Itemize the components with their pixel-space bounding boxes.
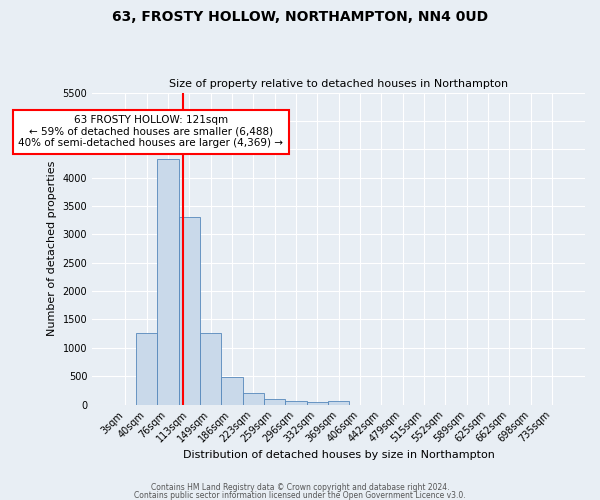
Bar: [328, 400, 349, 404]
Bar: [200, 332, 221, 404]
Y-axis label: Number of detached properties: Number of detached properties: [47, 161, 57, 336]
Bar: [307, 402, 328, 404]
Text: 63 FROSTY HOLLOW: 121sqm
← 59% of detached houses are smaller (6,488)
40% of sem: 63 FROSTY HOLLOW: 121sqm ← 59% of detach…: [19, 115, 283, 148]
Bar: [157, 159, 179, 404]
Bar: [285, 400, 307, 404]
Bar: [242, 392, 264, 404]
Text: Contains HM Land Registry data © Crown copyright and database right 2024.: Contains HM Land Registry data © Crown c…: [151, 484, 449, 492]
Bar: [179, 218, 200, 404]
Title: Size of property relative to detached houses in Northampton: Size of property relative to detached ho…: [169, 79, 508, 89]
Text: 63, FROSTY HOLLOW, NORTHAMPTON, NN4 0UD: 63, FROSTY HOLLOW, NORTHAMPTON, NN4 0UD: [112, 10, 488, 24]
Bar: [136, 332, 157, 404]
Bar: [221, 378, 242, 404]
Text: Contains public sector information licensed under the Open Government Licence v3: Contains public sector information licen…: [134, 490, 466, 500]
X-axis label: Distribution of detached houses by size in Northampton: Distribution of detached houses by size …: [182, 450, 494, 460]
Bar: [264, 400, 285, 404]
